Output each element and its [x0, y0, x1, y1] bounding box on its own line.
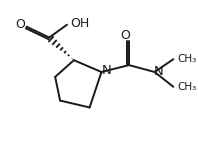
Text: OH: OH	[70, 17, 89, 30]
Text: CH₃: CH₃	[178, 82, 197, 92]
Text: O: O	[120, 29, 130, 42]
Text: O: O	[15, 18, 25, 31]
Text: CH₃: CH₃	[178, 54, 197, 64]
Text: N: N	[154, 66, 164, 78]
Text: N: N	[102, 64, 111, 76]
